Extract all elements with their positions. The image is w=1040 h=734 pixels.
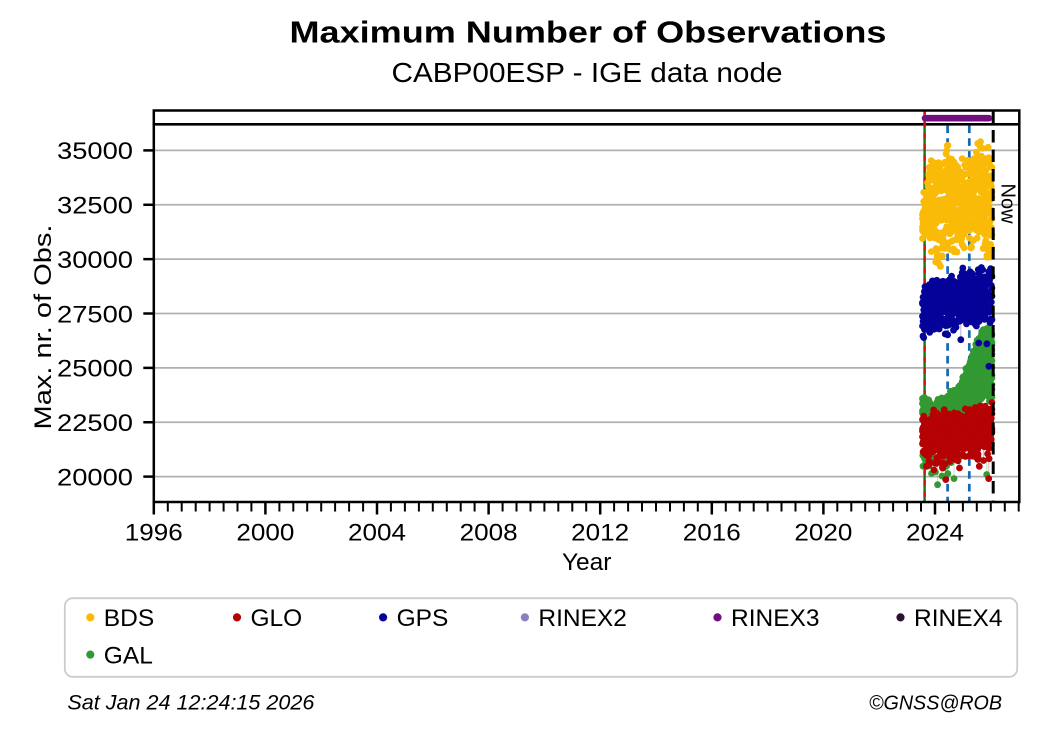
svg-text:25000: 25000 xyxy=(57,356,133,383)
svg-text:GPS: GPS xyxy=(397,605,449,632)
svg-text:CABP00ESP - IGE data node: CABP00ESP - IGE data node xyxy=(392,57,783,88)
svg-text:GAL: GAL xyxy=(104,642,153,669)
svg-text:20000: 20000 xyxy=(57,464,133,491)
svg-text:Max. nr. of Obs.: Max. nr. of Obs. xyxy=(30,225,57,430)
svg-text:27500: 27500 xyxy=(57,301,133,328)
svg-text:RINEX2: RINEX2 xyxy=(538,605,627,632)
svg-text:35000: 35000 xyxy=(57,138,133,165)
svg-text:30000: 30000 xyxy=(57,247,133,274)
svg-text:2020: 2020 xyxy=(794,520,852,547)
svg-text:2000: 2000 xyxy=(236,520,294,547)
svg-text:22500: 22500 xyxy=(57,410,133,437)
svg-text:2004: 2004 xyxy=(348,520,406,547)
svg-text:32500: 32500 xyxy=(57,193,133,220)
svg-text:2012: 2012 xyxy=(571,520,629,547)
svg-text:GLO: GLO xyxy=(251,605,303,632)
svg-text:RINEX4: RINEX4 xyxy=(914,605,1003,632)
svg-text:BDS: BDS xyxy=(104,605,154,632)
svg-text:2016: 2016 xyxy=(683,520,741,547)
svg-text:RINEX3: RINEX3 xyxy=(731,605,820,632)
svg-text:2008: 2008 xyxy=(460,520,518,547)
svg-text:©GNSS@ROB: ©GNSS@ROB xyxy=(869,693,1002,715)
svg-text:Year: Year xyxy=(562,549,612,576)
svg-text:2024: 2024 xyxy=(906,520,964,547)
svg-text:Sat Jan 24 12:24:15 2026: Sat Jan 24 12:24:15 2026 xyxy=(67,692,314,715)
svg-text:Now: Now xyxy=(996,184,1018,225)
svg-text:1996: 1996 xyxy=(125,520,183,547)
svg-text:Maximum Number of Observations: Maximum Number of Observations xyxy=(290,15,887,50)
